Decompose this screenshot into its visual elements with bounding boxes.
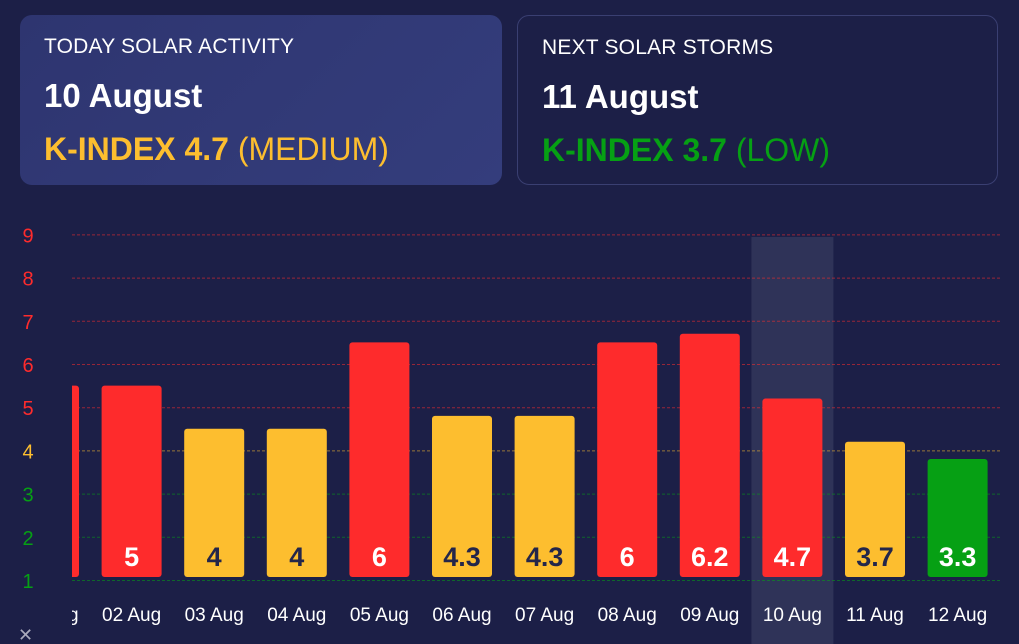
bar-value-label: 3.3 xyxy=(939,542,977,572)
next-date: 11 August xyxy=(542,78,699,115)
y-tick-label: 2 xyxy=(22,528,33,550)
today-card-title: TODAY SOLAR ACTIVITY xyxy=(44,35,295,58)
x-tick-label: 06 Aug xyxy=(432,605,491,626)
next-k-index: K-INDEX 3.7 (LOW) xyxy=(542,132,973,169)
bar xyxy=(927,459,988,577)
x-tick-label: 08 Aug xyxy=(598,605,657,626)
bars-group: 5 01 Aug 5 02 Aug 4 03 Aug 4 04 Aug 6 05 Aug 4.3 06… xyxy=(19,333,988,626)
bar-value-label: 4.7 xyxy=(774,542,812,572)
bar xyxy=(101,385,162,577)
x-tick-label: 05 Aug xyxy=(350,605,409,626)
x-tick-label: 01 Aug xyxy=(19,605,78,626)
bar-value-label: 3.7 xyxy=(856,542,894,572)
bar-value-label: 4.3 xyxy=(443,542,481,572)
bar-value-label: 4.3 xyxy=(526,542,564,572)
bar xyxy=(597,342,658,577)
bar xyxy=(432,415,492,577)
x-tick-label: 03 Aug xyxy=(185,605,244,626)
bar-value-label: 6 xyxy=(372,542,387,572)
today-k-index: K-INDEX 4.7 (MEDIUM) xyxy=(44,131,478,168)
bar-value-label: 4 xyxy=(207,542,222,572)
today-k-level: (MEDIUM) xyxy=(237,131,389,167)
today-k-value: K-INDEX 4.7 xyxy=(44,131,229,167)
next-k-value: K-INDEX 3.7 xyxy=(542,132,727,168)
bar xyxy=(514,415,575,577)
x-tick-label: 09 Aug xyxy=(680,605,739,626)
bar-value-label: 5 xyxy=(124,542,139,572)
next-card-title: NEXT SOLAR STORMS xyxy=(542,36,774,59)
y-tick-label: 5 xyxy=(22,398,33,420)
bar xyxy=(266,428,327,577)
x-tick-label: 07 Aug xyxy=(515,605,574,626)
bar xyxy=(72,385,79,577)
bar xyxy=(349,342,410,577)
y-tick-label: 6 xyxy=(22,355,33,377)
bar xyxy=(184,428,245,577)
x-tick-label: 12 Aug xyxy=(928,605,987,626)
bar xyxy=(762,398,823,577)
x-tick-label: 02 Aug xyxy=(102,605,161,626)
bar xyxy=(679,333,740,577)
bar-value-label: 5 xyxy=(41,542,56,572)
y-tick-label: 3 xyxy=(22,485,33,507)
today-date: 10 August xyxy=(44,77,203,114)
today-activity-card: TODAY SOLAR ACTIVITY 10 August K-INDEX 4… xyxy=(20,15,502,185)
bar xyxy=(845,441,905,577)
x-tick-label: 11 Aug xyxy=(846,605,904,626)
x-tick-label: 04 Aug xyxy=(267,605,326,626)
bar-value-label: 6 xyxy=(620,542,635,572)
y-tick-label: 9 xyxy=(22,225,33,247)
y-tick-label: 4 xyxy=(22,441,33,463)
x-tick-label: 10 Aug xyxy=(763,605,822,626)
close-icon[interactable]: ✕ xyxy=(18,625,34,644)
next-storms-card: NEXT SOLAR STORMS 11 August K-INDEX 3.7 … xyxy=(517,15,998,185)
k-index-bar-chart: 1 2 3 4 5 6 7 8 9 5 01 Aug 5 02 Aug 4 03 Aug 4 04 Aug 6 05… xyxy=(19,225,1000,644)
bar-value-label: 6.2 xyxy=(691,542,729,572)
y-tick-label: 7 xyxy=(22,312,33,334)
y-tick-label: 8 xyxy=(22,269,33,291)
next-k-level: (LOW) xyxy=(735,132,831,168)
bar-value-label: 4 xyxy=(289,542,304,572)
y-tick-label: 1 xyxy=(22,571,33,593)
